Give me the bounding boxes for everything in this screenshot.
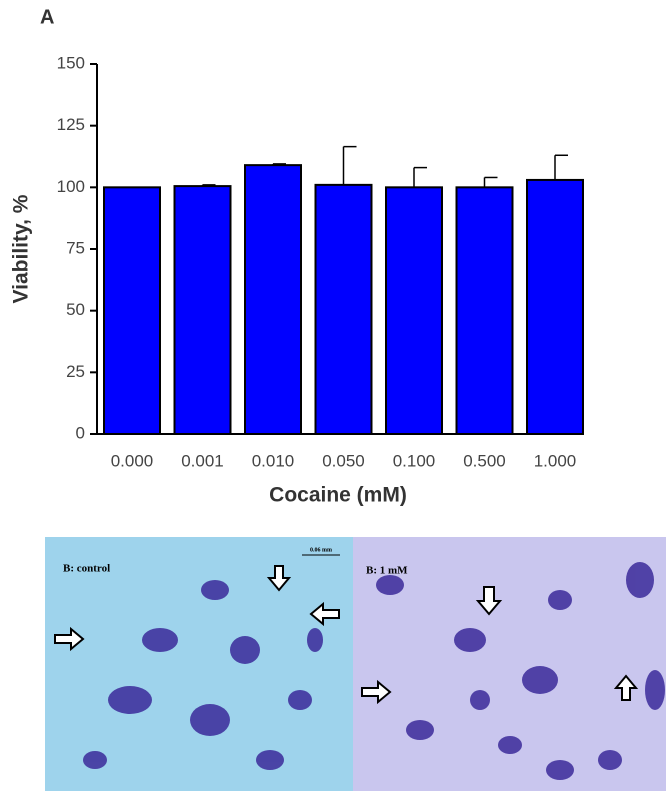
micrograph-label: B: control (63, 563, 110, 575)
x-tick-label: 0.000 (111, 451, 154, 470)
x-tick-label: 1.000 (534, 451, 577, 470)
bar (244, 164, 302, 435)
bar (385, 186, 443, 435)
cell-clusters (83, 562, 665, 780)
bar (173, 185, 232, 435)
bar (103, 186, 161, 435)
micrograph-control (45, 537, 353, 791)
y-axis-label: Viability, % (10, 194, 33, 303)
x-tick-label: 0.050 (322, 451, 365, 470)
bar (455, 186, 514, 435)
arrows (54, 565, 639, 705)
bar (314, 183, 373, 435)
y-tick-label: 75 (66, 238, 85, 257)
y-tick-label: 50 (66, 300, 85, 319)
bar (526, 178, 584, 435)
y-tick-label: 25 (66, 362, 85, 381)
y-tick-label: 100 (57, 177, 85, 196)
x-tick-label: 0.500 (463, 451, 506, 470)
y-tick-label: 0 (76, 423, 85, 442)
x-axis-label: Cocaine (mM) (269, 484, 407, 507)
y-tick-label: 125 (57, 115, 85, 134)
x-tick-label: 0.100 (393, 451, 436, 470)
scale-bar-label: 0.06 mm (310, 547, 332, 553)
micrograph-label: B: 1 mM (366, 565, 408, 577)
panel-b: 0.06 mm B: control B: 1 mM (45, 537, 666, 791)
y-tick-label: 150 (57, 53, 85, 72)
x-tick-label: 0.001 (181, 451, 224, 470)
panel-label: A (40, 6, 54, 28)
x-tick-label: 0.010 (252, 451, 295, 470)
